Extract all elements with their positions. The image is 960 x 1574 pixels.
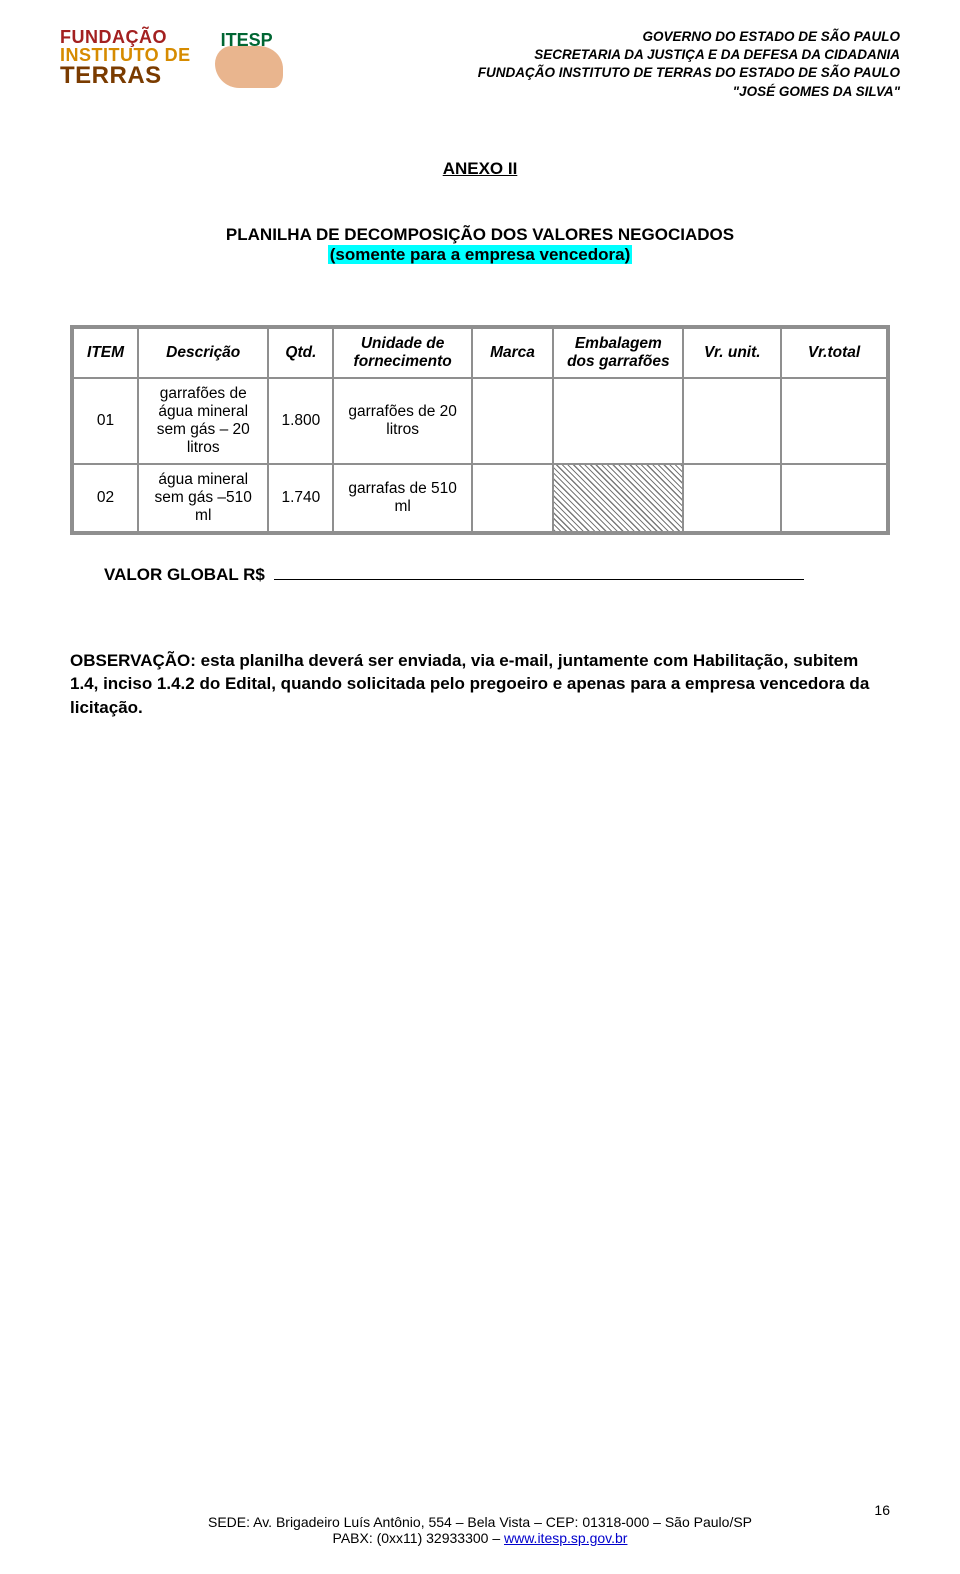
observacao: OBSERVAÇÃO: esta planilha deverá ser env… xyxy=(70,649,890,719)
col-unidade: Unidade de fornecimento xyxy=(333,328,471,378)
itesp-badge-text: ITESP xyxy=(207,30,287,51)
gov-line: FUNDAÇÃO INSTITUTO DE TERRAS DO ESTADO D… xyxy=(478,64,900,82)
col-qtd: Qtd. xyxy=(268,328,333,378)
content: ANEXO II PLANILHA DE DECOMPOSIÇÃO DOS VA… xyxy=(0,111,960,719)
highlight-line: (somente para a empresa vencedora) xyxy=(70,245,890,265)
cell-marca xyxy=(472,464,553,532)
cell-qtd: 1.740 xyxy=(268,464,333,532)
hand-icon xyxy=(215,46,283,88)
footer-link[interactable]: www.itesp.sp.gov.br xyxy=(504,1530,627,1546)
col-item: ITEM xyxy=(73,328,138,378)
anexo-title: ANEXO II xyxy=(70,159,890,179)
cell-embalagem-hatched xyxy=(553,464,683,532)
cell-item: 02 xyxy=(73,464,138,532)
valor-global-label: VALOR GLOBAL R$ xyxy=(104,565,265,584)
gov-line: GOVERNO DO ESTADO DE SÃO PAULO xyxy=(478,28,900,46)
gov-line: "JOSÉ GOMES DA SILVA" xyxy=(478,83,900,101)
table-row: 01 garrafões de água mineral sem gás – 2… xyxy=(73,378,887,464)
cell-vrunit xyxy=(683,378,781,464)
valor-global: VALOR GLOBAL R$ xyxy=(70,565,890,585)
header: FUNDAÇÃO INSTITUTO DE TERRAS ITESP GOVER… xyxy=(0,0,960,111)
cell-descricao: água mineral sem gás –510 ml xyxy=(138,464,268,532)
cell-unidade: garrafões de 20 litros xyxy=(333,378,471,464)
cell-item: 01 xyxy=(73,378,138,464)
cell-marca xyxy=(472,378,553,464)
table-row: 02 água mineral sem gás –510 ml 1.740 ga… xyxy=(73,464,887,532)
cell-vrtotal xyxy=(781,378,887,464)
valor-global-blank-line xyxy=(274,579,804,580)
table-wrap: ITEM Descrição Qtd. Unidade de fornecime… xyxy=(70,325,890,535)
cell-descricao: garrafões de água mineral sem gás – 20 l… xyxy=(138,378,268,464)
cell-unidade: garrafas de 510 ml xyxy=(333,464,471,532)
footer-sede: SEDE: Av. Brigadeiro Luís Antônio, 554 –… xyxy=(0,1514,960,1530)
col-marca: Marca xyxy=(472,328,553,378)
spec-table: ITEM Descrição Qtd. Unidade de fornecime… xyxy=(70,325,890,535)
col-descricao: Descrição xyxy=(138,328,268,378)
table-header-row: ITEM Descrição Qtd. Unidade de fornecime… xyxy=(73,328,887,378)
cell-vrtotal xyxy=(781,464,887,532)
footer-pabx-prefix: PABX: (0xx11) 32933300 – xyxy=(333,1530,504,1546)
gov-line: SECRETARIA DA JUSTIÇA E DA DEFESA DA CID… xyxy=(478,46,900,64)
cell-embalagem xyxy=(553,378,683,464)
cell-qtd: 1.800 xyxy=(268,378,333,464)
footer-pabx: PABX: (0xx11) 32933300 – www.itesp.sp.go… xyxy=(0,1530,960,1546)
logo-line-1: FUNDAÇÃO xyxy=(60,28,191,46)
highlight-text: (somente para a empresa vencedora) xyxy=(328,245,632,264)
col-vrtotal: Vr.total xyxy=(781,328,887,378)
logo-line-3: TERRAS xyxy=(60,64,191,88)
gov-header-text: GOVERNO DO ESTADO DE SÃO PAULO SECRETARI… xyxy=(478,28,900,101)
col-embalagem: Embalagem dos garrafões xyxy=(553,328,683,378)
col-vrunit: Vr. unit. xyxy=(683,328,781,378)
itesp-badge: ITESP xyxy=(197,28,287,90)
logo-text: FUNDAÇÃO INSTITUTO DE TERRAS xyxy=(60,28,191,88)
footer: SEDE: Av. Brigadeiro Luís Antônio, 554 –… xyxy=(0,1514,960,1546)
cell-vrunit xyxy=(683,464,781,532)
planilha-title: PLANILHA DE DECOMPOSIÇÃO DOS VALORES NEG… xyxy=(70,225,890,245)
table-body: 01 garrafões de água mineral sem gás – 2… xyxy=(73,378,887,532)
logo-block: FUNDAÇÃO INSTITUTO DE TERRAS ITESP xyxy=(60,28,287,90)
